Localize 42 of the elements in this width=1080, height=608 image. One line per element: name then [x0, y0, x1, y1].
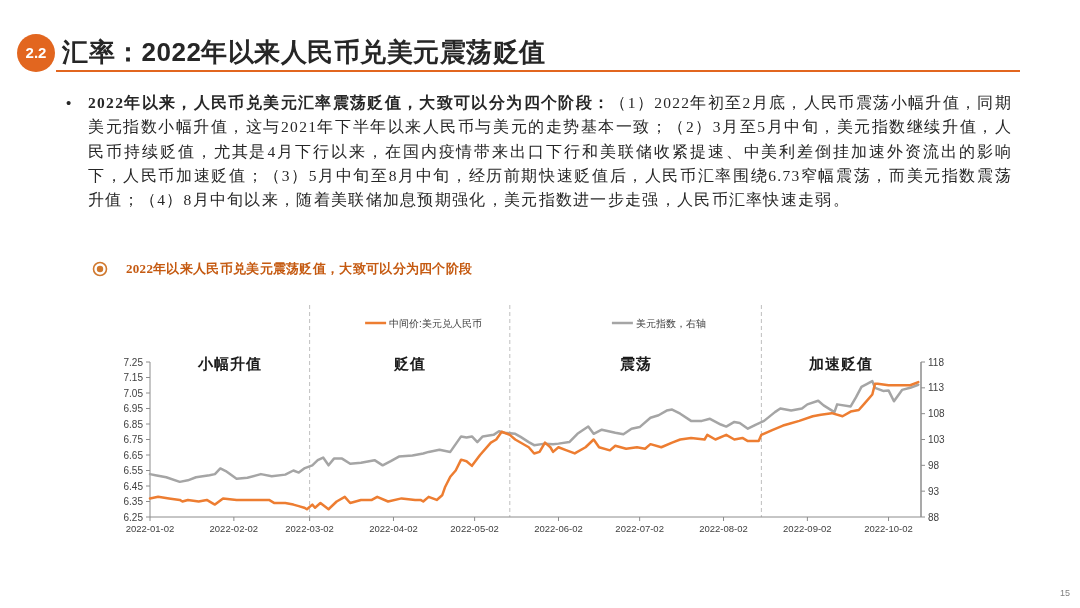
y2-tick-label: 113 [928, 382, 945, 394]
y-tick-label: 7.15 [123, 372, 144, 383]
chart-subtitle: 2022年以来人民币兑美元震荡贬值，大致可以分为四个阶段 [126, 260, 473, 278]
y2-tick-label: 108 [928, 408, 946, 420]
y2-tick-label: 98 [928, 459, 940, 471]
y2-tick-label: 118 [928, 356, 945, 368]
y-tick-label: 7.05 [123, 387, 144, 399]
line-series [148, 380, 920, 511]
y-tick-label: 6.65 [123, 449, 144, 461]
legend-label: 中间价:美元兑人民币 [389, 317, 482, 329]
text: • [66, 93, 72, 113]
text: 2.2 [17, 34, 55, 72]
y2-tick-label: 93 [928, 485, 940, 497]
x-tick-label: 2022-09-02 [783, 523, 832, 534]
x-tick-label: 2022-07-02 [615, 523, 664, 534]
y-tick-label: 6.45 [123, 480, 144, 492]
x-tick-label: 2022-08-02 [699, 523, 748, 534]
x-tick-label: 2022-02-02 [209, 523, 259, 534]
x-tick-label: 2022-03-02 [285, 523, 334, 534]
y-tick-label: 6.55 [123, 465, 144, 476]
text: 15 [1059, 588, 1070, 598]
y-tick-label: 6.35 [123, 496, 144, 507]
text: 2022年以来，人民币兑美元汇率震荡贬值，大致可以分为四个阶段： [88, 94, 611, 111]
x-tick-label: 2022-06-02 [534, 523, 583, 534]
x-tick-label: 2022-05-02 [450, 523, 499, 534]
annotation: 贬值 [392, 356, 426, 372]
y2-tick-label: 103 [928, 434, 946, 445]
y-tick-label: 7.25 [123, 356, 144, 368]
annotation: 震荡 [618, 356, 652, 372]
y2-tick-label: 88 [928, 511, 940, 523]
y-tick-label: 6.85 [123, 418, 144, 430]
y-tick-label: 6.75 [123, 434, 144, 445]
y-tick-label: 6.95 [123, 403, 144, 414]
legend-label: 美元指数，右轴 [635, 317, 706, 329]
line-series [148, 379, 920, 484]
y-tick-label: 6.25 [123, 511, 144, 523]
x-tick-label: 2022-10-02 [864, 523, 913, 534]
chart-title: 汇率：2022年以来人民币兑美元震荡贬值 [62, 36, 546, 69]
annotation: 小幅升值 [196, 356, 262, 372]
annotation: 加速贬值 [808, 356, 874, 372]
x-tick-label: 2022-01-02 [125, 523, 175, 534]
x-tick-label: 2022-04-02 [369, 523, 418, 534]
